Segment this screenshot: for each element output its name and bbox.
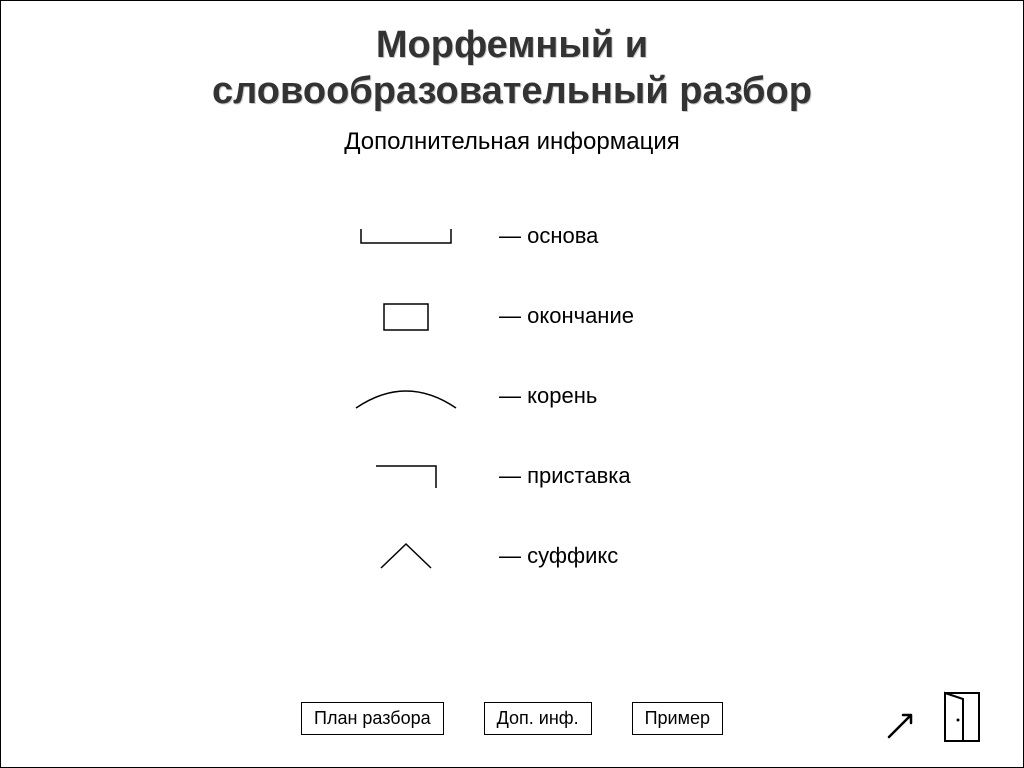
title-line-1: Морфемный и xyxy=(1,23,1023,69)
footer-buttons: План разбора Доп. инф. Пример xyxy=(1,702,1023,735)
legend-row-okonchanie: — окончание xyxy=(331,276,1023,356)
arc-icon xyxy=(346,376,466,416)
box-icon xyxy=(366,296,446,336)
bracket-icon xyxy=(351,221,461,251)
legend-row-pristavka: — приставка xyxy=(331,436,1023,516)
label-okonchanie: — окончание xyxy=(499,303,634,329)
legend-row-osnova: — основа xyxy=(331,196,1023,276)
page-title: Морфемный и словообразовательный разбор xyxy=(1,23,1023,114)
legend-row-koren: — корень xyxy=(331,356,1023,436)
caret-icon xyxy=(366,536,446,576)
label-pristavka: — приставка xyxy=(499,463,631,489)
symbol-koren xyxy=(331,376,481,416)
title-line-2: словообразовательный разбор xyxy=(1,69,1023,115)
exit-door-icon[interactable] xyxy=(939,687,985,747)
page-subtitle: Дополнительная информация xyxy=(1,128,1023,156)
label-koren: — корень xyxy=(499,383,597,409)
legend-row-suffiks: — суффикс xyxy=(331,516,1023,596)
symbol-osnova xyxy=(331,221,481,251)
nav-icons xyxy=(881,687,985,747)
back-arrow-icon[interactable] xyxy=(881,707,921,747)
label-suffiks: — суффикс xyxy=(499,543,618,569)
dop-inf-button[interactable]: Доп. инф. xyxy=(484,702,592,735)
plan-button[interactable]: План разбора xyxy=(301,702,444,735)
hook-icon xyxy=(361,456,451,496)
legend: — основа — окончание — корень — приставк… xyxy=(331,196,1023,596)
symbol-okonchanie xyxy=(331,296,481,336)
label-osnova: — основа xyxy=(499,223,598,249)
primer-button[interactable]: Пример xyxy=(632,702,723,735)
symbol-suffiks xyxy=(331,536,481,576)
symbol-pristavka xyxy=(331,456,481,496)
